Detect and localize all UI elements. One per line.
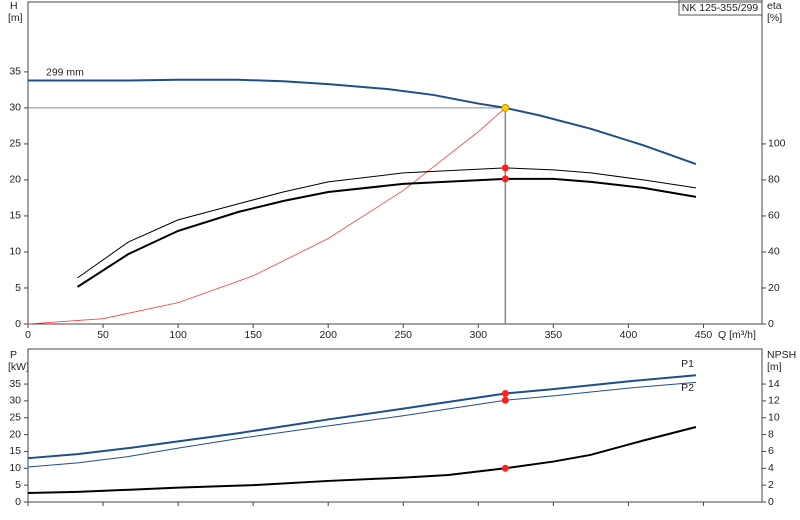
y2-axis-label: eta xyxy=(767,0,782,12)
y2-tick-label: 60 xyxy=(768,210,780,222)
x-tick-label: 100 xyxy=(169,329,187,341)
x-tick-label: 350 xyxy=(545,329,563,341)
curve-label: 299 mm xyxy=(46,66,84,78)
y2-tick-label: 0 xyxy=(768,496,774,508)
y2-axis-unit: [m] xyxy=(767,361,782,373)
operating-point xyxy=(501,396,509,404)
y-tick-label: 5 xyxy=(15,479,21,491)
y2-tick-label: 0 xyxy=(768,318,774,330)
y2-tick-label: 100 xyxy=(768,138,786,150)
y-tick-label: 20 xyxy=(9,428,21,440)
x-tick-label: 450 xyxy=(695,329,713,341)
y2-tick-label: 8 xyxy=(768,428,774,440)
y2-tick-label: 20 xyxy=(768,282,780,294)
x-tick-label: 50 xyxy=(97,329,109,341)
y-tick-label: 25 xyxy=(9,138,21,150)
y-tick-label: 35 xyxy=(9,378,21,390)
y-axis-label: P xyxy=(10,349,17,361)
y2-axis-label: NPSH xyxy=(767,349,796,361)
curve xyxy=(27,374,697,460)
y2-axis-unit: [%] xyxy=(767,12,782,24)
chart-title: NK 125-355/299 xyxy=(682,2,759,14)
y-axis-unit: [kW] xyxy=(8,361,29,373)
y-tick-label: 35 xyxy=(9,66,21,78)
x-axis-label: Q [m³/h] xyxy=(718,329,756,341)
x-tick-label: 200 xyxy=(319,329,337,341)
x-tick-label: 400 xyxy=(620,329,638,341)
curve xyxy=(77,167,697,279)
y2-tick-label: 80 xyxy=(768,174,780,186)
operating-point xyxy=(501,103,510,112)
operating-point xyxy=(501,464,509,472)
y-tick-label: 10 xyxy=(9,246,21,258)
y-axis-unit: [m] xyxy=(8,12,23,24)
y2-tick-label: 12 xyxy=(768,395,780,407)
operating-point xyxy=(501,164,509,172)
y-axis-label: H xyxy=(10,0,18,12)
y2-tick-label: 4 xyxy=(768,462,774,474)
curve xyxy=(27,381,696,468)
y-tick-label: 0 xyxy=(15,318,21,330)
y2-tick-label: 10 xyxy=(768,412,780,424)
curve-label: P1 xyxy=(681,358,694,370)
plot-frame xyxy=(27,1,763,325)
y-tick-label: 20 xyxy=(9,174,21,186)
operating-point xyxy=(501,175,509,183)
y2-tick-label: 14 xyxy=(768,378,780,390)
curve xyxy=(27,107,506,325)
y-tick-label: 25 xyxy=(9,412,21,424)
y-tick-label: 30 xyxy=(9,395,21,407)
x-tick-label: 300 xyxy=(470,329,488,341)
y-tick-label: 10 xyxy=(9,462,21,474)
y-tick-label: 30 xyxy=(9,102,21,114)
x-tick-label: 0 xyxy=(25,329,31,341)
plot-frame xyxy=(27,348,763,503)
curve xyxy=(28,78,697,166)
x-tick-label: 250 xyxy=(394,329,412,341)
y-tick-label: 0 xyxy=(15,496,21,508)
curve-label: P2 xyxy=(681,382,694,394)
y-tick-label: 5 xyxy=(15,282,21,294)
y-tick-label: 15 xyxy=(9,210,21,222)
x-tick-label: 150 xyxy=(244,329,262,341)
curve xyxy=(27,426,697,494)
y2-tick-label: 6 xyxy=(768,445,774,457)
curve xyxy=(76,177,697,288)
y-tick-label: 15 xyxy=(9,445,21,457)
operating-point xyxy=(501,389,509,397)
y2-tick-label: 40 xyxy=(768,246,780,258)
y2-tick-label: 2 xyxy=(768,479,774,491)
